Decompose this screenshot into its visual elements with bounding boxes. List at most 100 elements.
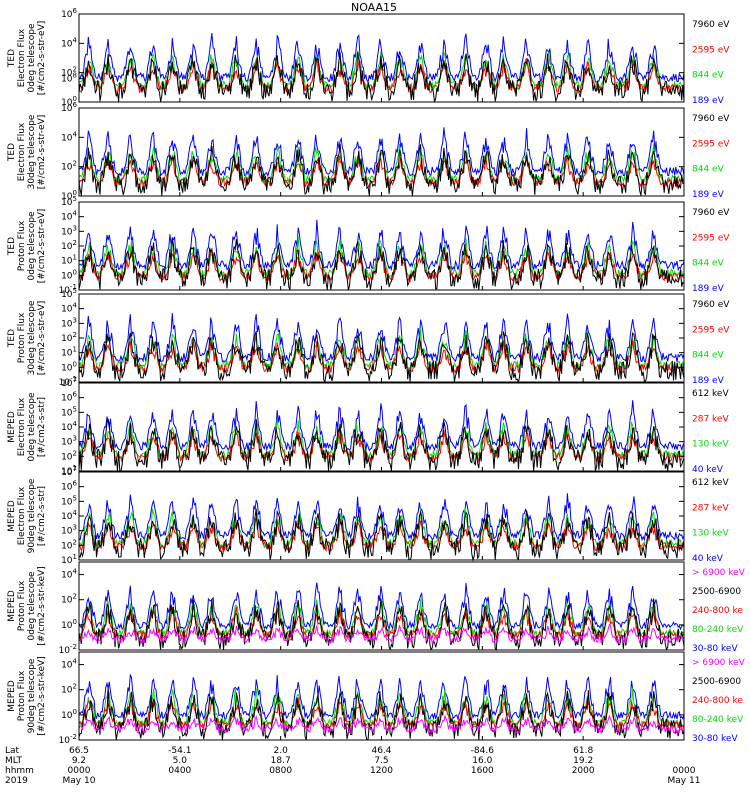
- y-axis-label: 30deg telescope: [27, 114, 37, 189]
- series-magenta-trace: [78, 623, 685, 645]
- legend-entry: 844 eV: [692, 165, 725, 175]
- series-black-trace: [78, 598, 685, 652]
- y-tick-label: 101: [61, 254, 77, 267]
- y-tick-label: 106: [61, 480, 77, 493]
- legend-entry: 30-80 keV: [692, 644, 738, 654]
- y-tick-label: 10-2: [59, 733, 77, 746]
- y-axis-label: Proton Flux: [17, 670, 27, 721]
- y-axis-label: [#/cm2-s-str]: [37, 486, 47, 546]
- legend-entry: 7960 eV: [692, 208, 730, 218]
- y-tick-label: 106: [61, 391, 77, 404]
- legend-entry: 30-80 keV: [692, 734, 738, 744]
- y-tick-label: 102: [61, 331, 77, 344]
- x-row-value: -84.6: [471, 746, 495, 756]
- legend-entry: 189 eV: [692, 96, 725, 106]
- y-axis-label: MEPED: [7, 590, 17, 622]
- series-blue-trace: [78, 582, 685, 631]
- panel-frame: [78, 382, 685, 472]
- legend-entry: 40 keV: [692, 465, 724, 475]
- y-tick-label: 104: [61, 509, 77, 522]
- y-axis-label: 90deg telescope: [27, 478, 37, 553]
- legend-entry: > 6900 keV: [692, 568, 746, 578]
- legend-entry: 612 keV: [692, 389, 729, 399]
- series-black-trace: [78, 238, 685, 290]
- y-axis-label: TED: [7, 237, 17, 256]
- x-row-value: 2.0: [274, 746, 289, 756]
- y-axis-label: [#/cm2-s-str-eV]: [37, 21, 47, 96]
- y-axis-label: Electron Flux: [17, 397, 27, 456]
- legend-entry: 844 eV: [692, 351, 725, 361]
- series-blue-trace: [78, 32, 685, 84]
- y-tick-label: 104: [61, 36, 77, 49]
- legend-entry: 287 keV: [692, 503, 729, 513]
- x-row-label: MLT: [5, 756, 23, 766]
- y-axis-label: 90deg telescope: [27, 658, 37, 733]
- x-row-value: 7.5: [374, 756, 388, 766]
- y-axis-label: TED: [7, 49, 17, 68]
- y-axis-label: 0deg telescope: [27, 571, 37, 641]
- y-axis-label: 0deg telescope: [27, 211, 37, 281]
- y-tick-label: 105: [61, 494, 77, 507]
- panel-8: 10-2 100 102 104 MEPED Proton Flux 90deg teles…: [7, 651, 746, 746]
- y-tick-label: 104: [61, 420, 77, 433]
- x-row-value: 16.0: [472, 756, 492, 766]
- y-tick-label: 100: [61, 268, 77, 281]
- x-row-value: 0000: [68, 766, 91, 776]
- y-axis-label: Electron Flux: [17, 28, 27, 87]
- legend-entry: 240-800 ke: [692, 606, 743, 616]
- x-row-value: 19.2: [573, 756, 593, 766]
- legend-entry: 7960 eV: [692, 20, 730, 30]
- y-axis-label: Electron Flux: [17, 122, 27, 181]
- y-axis-label: [#/cm2-s-str-keV]: [37, 566, 47, 645]
- legend-entry: 7960 eV: [692, 114, 730, 124]
- legend-entry: 189 eV: [692, 190, 725, 200]
- series-blue-trace: [78, 127, 685, 178]
- x-axis-group: Lat 66.5 -54.1 2.0 46.4 -84.6 61.8 MLT 9.2 5.0 18.…: [5, 98, 700, 786]
- x-row-value: May 10: [63, 776, 96, 786]
- y-axis-label: [#/cm2-s-str-keV]: [37, 656, 47, 735]
- legend-entry: 2500-6900: [692, 677, 741, 687]
- y-tick-label: 102: [61, 160, 77, 173]
- series-blue-trace: [78, 219, 685, 272]
- y-tick-label: 103: [61, 224, 77, 237]
- series-black-trace: [78, 52, 685, 103]
- y-axis-label: MEPED: [7, 680, 17, 712]
- y-axis-label: 0deg telescope: [27, 23, 37, 93]
- y-axis-label: Electron Flux: [17, 486, 27, 545]
- series-black-trace: [78, 687, 685, 741]
- legend-entry: 130 keV: [692, 529, 729, 539]
- y-tick-label: 101: [61, 553, 77, 566]
- y-axis-label: Proton Flux: [17, 312, 27, 363]
- legend-entry: 2595 eV: [692, 325, 730, 335]
- y-tick-label: 102: [61, 449, 77, 462]
- y-axis-label: Proton Flux: [17, 220, 27, 271]
- series-blue-trace: [78, 400, 685, 452]
- y-tick-label: 102: [61, 239, 77, 252]
- y-tick-label: 106: [61, 7, 77, 20]
- y-tick-label: 101: [61, 346, 77, 359]
- legend-entry: 80-240 keV: [692, 625, 744, 635]
- series-blue-trace: [78, 313, 685, 364]
- x-row-value: May 11: [668, 776, 701, 786]
- y-axis-label: 0deg telescope: [27, 392, 37, 462]
- y-axis-label: [#/cm2-s-str-eV]: [37, 209, 47, 284]
- y-tick-label: 104: [61, 210, 77, 223]
- x-row-value: 5.0: [173, 756, 188, 766]
- x-row-value: 66.5: [69, 746, 89, 756]
- x-row-value: -54.1: [168, 746, 191, 756]
- figure-title: NOAA15: [351, 1, 397, 14]
- y-axis-label: [#/cm2-s-str-eV]: [37, 115, 47, 190]
- y-tick-label: 100: [61, 708, 77, 721]
- y-tick-label: 103: [61, 524, 77, 537]
- x-row-value: 0800: [269, 766, 292, 776]
- y-axis-label: MEPED: [7, 411, 17, 443]
- y-tick-label: 103: [61, 435, 77, 448]
- legend-entry: 612 keV: [692, 478, 729, 488]
- y-axis-label: TED: [7, 329, 17, 348]
